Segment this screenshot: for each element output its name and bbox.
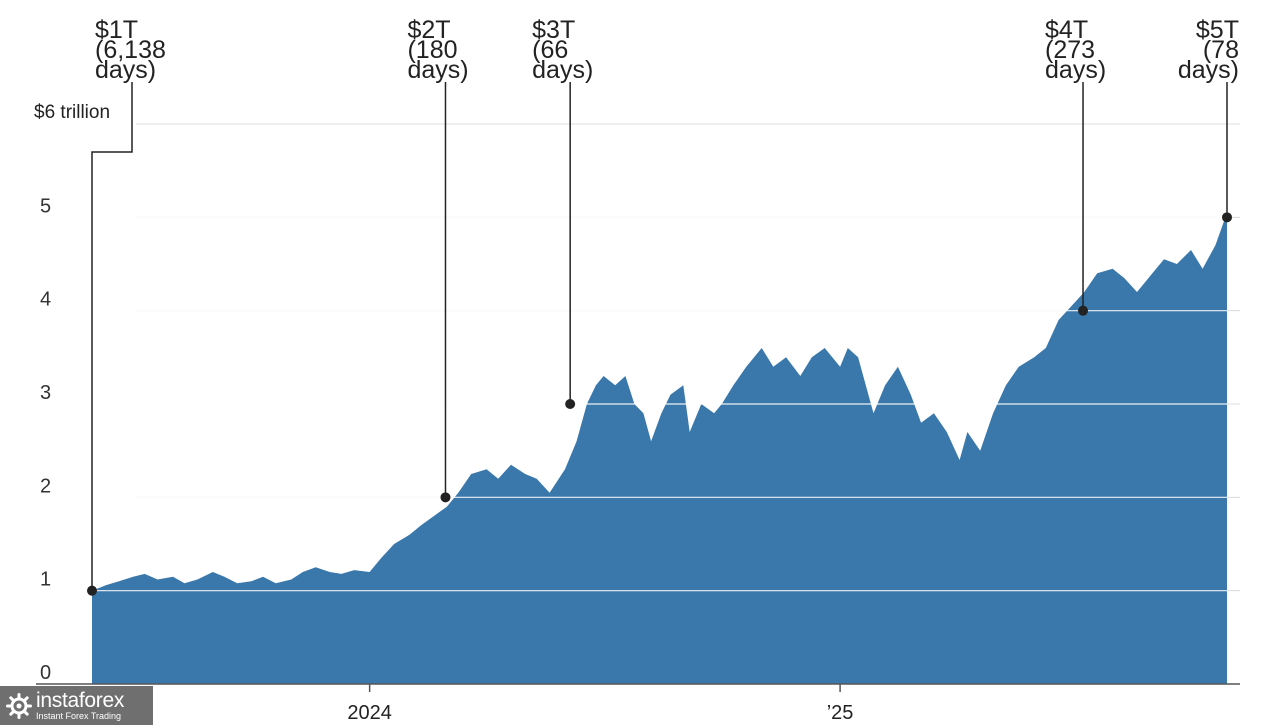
milestone-label: $4T (273 days) [1045,16,1106,84]
milestone-1: $1T (6,138 days) [87,16,166,596]
y-tick-label: 5 [40,195,51,217]
milestone-4: $4T (273 days) [1045,16,1106,316]
instaforex-logo-icon [6,692,32,719]
milestone-dot [1078,305,1089,316]
milestone-leader-line [91,82,133,591]
y-axis-ticks: 0 1 2 3 4 5 [40,195,51,684]
milestone-label: $2T (180 days) [407,16,468,84]
milestone-5: $5T (78 days) [1178,16,1239,223]
milestone-2: $2T (180 days) [407,16,469,503]
milestone-dot [87,585,97,596]
overlay-gridlines [92,216,1227,592]
watermark-tagline: Instant Forex Trading [36,711,122,721]
y-axis-unit-label: $6 trillion [34,102,110,123]
milestone-dot [440,492,451,503]
milestone-label: $1T (6,138 days) [95,16,166,84]
instaforex-watermark: instaforex Instant Forex Trading [0,686,153,725]
x-axis-ticks: 2024 ’25 [347,684,853,724]
milestone-label: $5T (78 days) [1178,16,1239,84]
milestone-label: $3T (66 days) [532,16,593,84]
y-tick-label: 2 [40,475,51,497]
milestone-dot [565,399,576,409]
area-series [92,212,1227,684]
market-cap-area [92,212,1227,684]
y-tick-label: 4 [40,289,51,311]
watermark-brand: instaforex [36,689,125,712]
milestone-3: $3T (66 days) [532,16,593,409]
milestone-dot [1222,212,1232,223]
y-tick-label: 3 [40,382,51,404]
x-tick-label: 2024 [347,702,392,724]
y-tick-label: 1 [40,569,51,591]
milestone-annotations: $1T (6,138 days) $2T (180 days) $3T (66 days) $4T… [87,16,1239,596]
y-tick-label: 0 [40,662,51,684]
x-tick-label: ’25 [827,702,854,724]
